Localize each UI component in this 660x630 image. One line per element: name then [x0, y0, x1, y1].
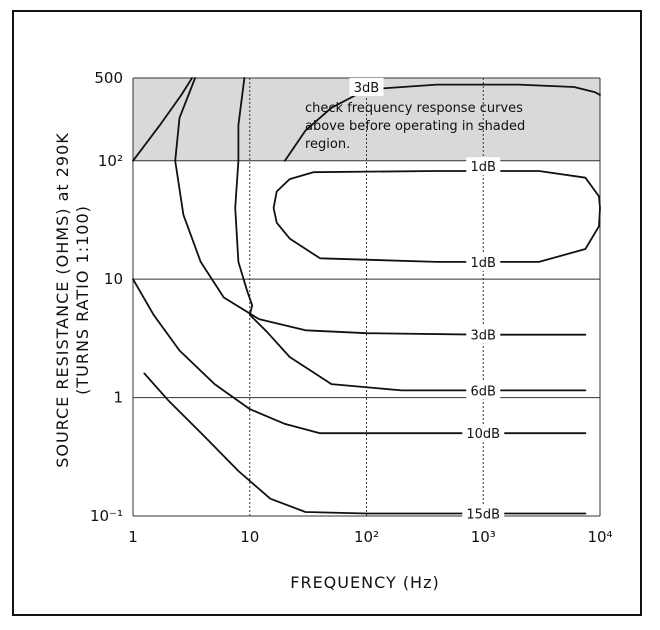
- tick-label-layer: 1 10 10² 10³ 10⁴ 500 10² 10 1 10⁻¹: [90, 69, 613, 546]
- series-curve-10db-5-0: [132, 278, 587, 435]
- curve-label-3db-3: 3dB: [471, 329, 496, 344]
- curve-label-bg: [466, 381, 501, 400]
- x-tick-label: 10²: [354, 528, 379, 546]
- x-tick-label: 10³: [471, 528, 496, 546]
- shaded-note-line-1: check frequency response curves: [305, 101, 523, 116]
- shaded-note-line-3: region.: [305, 137, 350, 152]
- y-tick-label: 1: [113, 389, 123, 407]
- curve-layer: [132, 77, 601, 515]
- curve-label-bg: [466, 252, 501, 271]
- curve-label-bg: [466, 325, 501, 344]
- curve-label-1db-1: 1dB: [471, 160, 496, 175]
- curve-label-bg: [462, 504, 505, 523]
- y-tick-label: 10²: [98, 152, 123, 170]
- curve-label-3db-0: 3dB: [354, 81, 379, 96]
- curve-label-bg: [466, 157, 501, 176]
- curve-label-10db-5: 10dB: [466, 427, 500, 442]
- curve-label-6db-4: 6dB: [471, 384, 496, 399]
- figure-frame: [12, 10, 642, 616]
- shaded-note-line-2: above before operating in shaded: [305, 119, 525, 134]
- y-tick-label: 10: [104, 270, 123, 288]
- curve-label-bg: [462, 424, 505, 443]
- y-tick-label: 500: [94, 69, 123, 87]
- shaded-region-note: check frequency response curves above be…: [305, 101, 525, 152]
- y-axis-label-secondary: (TURNS RATIO 1:100): [73, 205, 92, 395]
- curve-label-layer: 3dB 1dB 1dB 3dB 6dB 10dB 15dB: [349, 77, 505, 523]
- x-axis-label: FREQUENCY (Hz): [290, 573, 439, 592]
- y-tick-label: 10⁻¹: [90, 507, 123, 525]
- series-curve-3db-0-0: [132, 77, 193, 162]
- x-tick-label: 1: [128, 528, 138, 546]
- x-tick-label: 10⁴: [587, 528, 612, 546]
- curve-label-1db-2: 1dB: [471, 256, 496, 271]
- y-axis-label: SOURCE RESISTANCE (OHMS) at 290K: [53, 132, 72, 468]
- x-tick-label: 10: [240, 528, 259, 546]
- series-curve-3db-3-0: [174, 77, 587, 336]
- series-curve-1db-1-0: [272, 170, 601, 263]
- curve-label-bg: [349, 77, 384, 96]
- series-curve-15db-6-0: [143, 372, 587, 515]
- series-curve-3db-0-1: [284, 83, 601, 162]
- curve-label-15db-6: 15dB: [466, 507, 500, 522]
- series-curve-6db-4-0: [234, 77, 587, 392]
